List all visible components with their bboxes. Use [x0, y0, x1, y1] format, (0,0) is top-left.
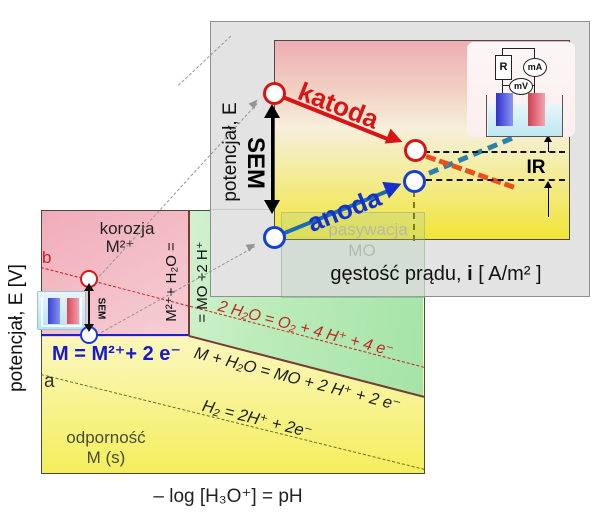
sem-label-small: SEM — [95, 297, 107, 320]
blue-electrode — [496, 93, 513, 126]
pourbaix-x-axis-label: – log [H₃O⁺] = pH — [153, 486, 303, 507]
line-a-label: a — [44, 371, 55, 392]
sem-arrowhead-up-small — [84, 283, 94, 291]
ir-dimension-line-bottom — [548, 188, 549, 217]
wire-resistor-up — [502, 48, 503, 55]
cell-inset-small — [37, 291, 86, 330]
dissolution-equation-label: M = M²⁺+ 2 e⁻ — [52, 343, 181, 365]
evans-x-axis-pre: gęstość prądu, — [330, 263, 468, 285]
beaker-wall-right — [562, 95, 563, 136]
passivation-showthrough-label: pasywacja — [328, 220, 408, 239]
sem-label-large: SEM — [242, 136, 269, 189]
ir-drop-label: IR — [526, 157, 546, 178]
anode-operating-marker — [403, 170, 426, 193]
red-electrode-icon — [67, 298, 79, 324]
evans-x-axis-symbol: i — [467, 263, 473, 285]
measurement-circuit-inset: R mA mV — [467, 42, 575, 137]
pourbaix-y-axis-label: potencjał, E [V] — [6, 264, 27, 392]
immunity-region-label: odporność — [66, 428, 146, 447]
resistor-icon: R — [495, 55, 512, 80]
cathode-operating-marker — [404, 139, 427, 162]
beaker-wall-left — [486, 95, 487, 136]
anode-potential-dashed-line — [426, 179, 565, 181]
blue-electrode-icon — [48, 298, 60, 324]
ammeter-icon: mA — [523, 58, 547, 77]
passivation-showthrough-box — [281, 212, 425, 298]
anode-open-circuit-marker — [263, 226, 286, 249]
wire-ammeter-up — [534, 48, 535, 58]
beaker-icon — [41, 297, 82, 327]
boundary-equation-left: M²⁺+ H₂O = — [163, 242, 180, 322]
pourbaix-edge-showthrough — [211, 209, 274, 210]
red-electrode — [528, 93, 545, 126]
cathode-potential-dashed-line — [424, 151, 565, 153]
wire-top — [502, 48, 535, 49]
ir-arrowhead-bottom — [544, 181, 552, 188]
evans-x-axis-label: gęstość prądu, i [ A/m² ] — [320, 263, 552, 286]
evans-y-axis-label: potencjał, E — [220, 102, 241, 202]
passivation-showthrough-species: MO — [348, 241, 376, 260]
immunity-species-label: M (s) — [86, 448, 126, 467]
cathode-open-circuit-marker — [263, 82, 286, 105]
voltmeter-icon: mV — [509, 78, 533, 95]
current-density-dashed-line — [413, 191, 415, 241]
beaker-bottom — [486, 136, 563, 137]
sem-arrow-large — [271, 115, 274, 203]
evans-x-axis-post: [ A/m² ] — [472, 263, 542, 285]
corrosion-species-label: M²⁺ — [105, 237, 135, 256]
evans-plot-area — [274, 40, 570, 240]
sem-arrow-small — [88, 288, 90, 327]
corrosion-region-label: korozja — [99, 219, 155, 238]
sem-arrowhead-down-large — [264, 200, 280, 214]
ir-dimension-line-top — [548, 142, 549, 152]
line-b-label: b — [42, 248, 52, 267]
sem-arrowhead-down-small — [84, 324, 94, 332]
metal-dissolution-line — [41, 334, 189, 336]
sem-arrowhead-up-large — [264, 104, 280, 118]
ir-arrowhead-top — [544, 135, 552, 142]
oxide-boundary-vertical — [188, 210, 190, 336]
wire-resistor-down — [502, 78, 503, 95]
